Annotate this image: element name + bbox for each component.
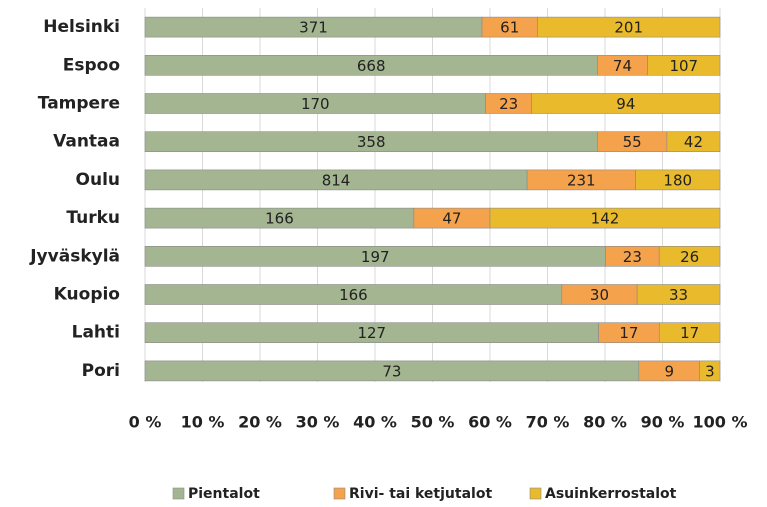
data-label: 94 <box>616 95 635 113</box>
data-label: 61 <box>500 19 519 37</box>
data-label: 23 <box>499 95 518 113</box>
legend-swatch <box>529 487 542 500</box>
legend-label: Rivi- tai ketjutalot <box>349 486 492 502</box>
x-tick-label: 10 % <box>181 413 225 432</box>
data-label: 42 <box>684 133 703 151</box>
data-label: 127 <box>357 324 386 342</box>
x-tick-label: 90 % <box>641 413 685 432</box>
bar-segment <box>658 322 721 344</box>
data-label: 23 <box>623 248 642 266</box>
y-tick-label: Turku <box>66 208 120 228</box>
bar-segment <box>658 246 721 267</box>
data-label: 358 <box>357 133 386 151</box>
x-tick-label: 40 % <box>353 413 397 432</box>
data-label: 74 <box>613 57 632 75</box>
y-tick-label: Espoo <box>63 55 120 75</box>
y-tick-label: Oulu <box>76 170 120 190</box>
data-label: 17 <box>680 324 699 342</box>
data-label: 166 <box>339 286 368 304</box>
data-label: 814 <box>322 171 351 189</box>
data-label: 17 <box>619 324 638 342</box>
bar-segment <box>635 169 721 191</box>
x-tick-label: 0 % <box>129 413 162 432</box>
data-label: 9 <box>664 362 674 380</box>
x-tick-label: 70 % <box>526 413 570 432</box>
legend-swatch <box>333 487 346 500</box>
legend-label: Asuinkerrostalot <box>545 486 677 502</box>
data-label: 26 <box>680 248 699 266</box>
bar-segment <box>531 93 721 114</box>
data-label: 371 <box>299 19 328 37</box>
x-tick-label: 60 % <box>468 413 512 432</box>
x-tick-label: 50 % <box>411 413 455 432</box>
data-label: 142 <box>591 210 620 228</box>
bar-segment <box>537 16 721 38</box>
y-tick-label: Helsinki <box>43 17 120 37</box>
data-label: 30 <box>590 286 609 304</box>
data-label: 180 <box>663 171 692 189</box>
bar-segment <box>489 207 721 229</box>
y-tick-label: Tampere <box>38 94 120 114</box>
data-label: 166 <box>265 210 294 228</box>
bar-segment <box>666 131 721 152</box>
data-label: 55 <box>623 133 642 151</box>
y-tick-label: Kuopio <box>54 285 120 305</box>
data-label: 197 <box>361 248 390 266</box>
y-tick-label: Pori <box>82 361 120 381</box>
bar-segment <box>636 284 721 305</box>
x-tick-label: 100 % <box>693 413 748 432</box>
legend-label: Pientalot <box>188 486 260 502</box>
bar-segment <box>699 360 721 382</box>
data-label: 73 <box>382 362 401 380</box>
data-label: 107 <box>669 57 698 75</box>
x-tick-label: 20 % <box>238 413 282 432</box>
y-tick-label: Jyväskylä <box>29 246 120 266</box>
data-label: 201 <box>614 19 643 37</box>
y-tick-label: Vantaa <box>53 132 120 152</box>
data-label: 33 <box>669 286 688 304</box>
data-label: 3 <box>705 362 715 380</box>
data-label: 47 <box>442 210 461 228</box>
data-label: 170 <box>301 95 330 113</box>
data-label: 668 <box>357 57 386 75</box>
data-label: 231 <box>567 171 596 189</box>
y-tick-label: Lahti <box>72 323 120 343</box>
x-tick-label: 80 % <box>583 413 627 432</box>
bar-segment <box>647 54 721 76</box>
legend-swatch <box>172 487 185 500</box>
x-tick-label: 30 % <box>296 413 340 432</box>
